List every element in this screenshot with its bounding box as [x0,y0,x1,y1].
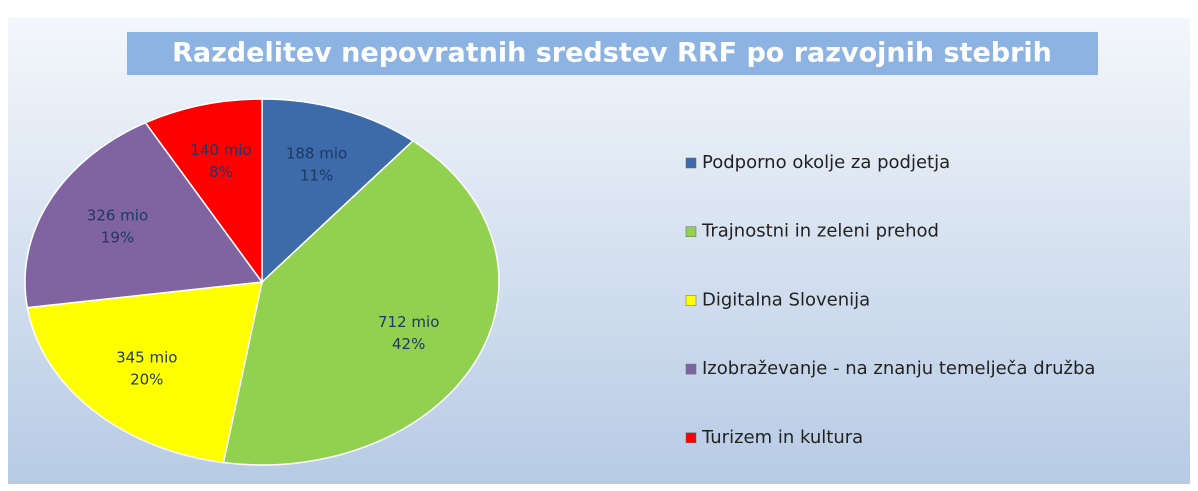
pie-slice [144,98,263,285]
percent-label: 42% [392,335,425,353]
legend-label: Turizem in kultura [701,427,863,448]
title-box [127,32,1098,75]
pie-slice [26,281,263,464]
pie-slice [24,121,264,309]
value-label: 140 mio [190,141,251,159]
pie-slice [222,139,500,466]
legend-swatch [685,226,697,237]
legend-label: Trajnostni in zeleni prehod [701,221,939,242]
percent-label: 19% [101,228,134,246]
percent-label: 20% [130,370,163,388]
legend-label: Izobraževanje - na znanju temelječa druž… [702,358,1095,379]
legend-label: Digitalna Slovenija [702,289,870,310]
value-label: 188 mio [286,144,347,162]
value-label: 712 mio [378,313,439,331]
value-label: 345 mio [116,348,177,366]
chart-title: Razdelitev nepovratnih sredstev RRF po r… [172,38,1052,69]
value-label: 326 mio [87,206,148,224]
legend-swatch [685,432,697,444]
pie-slice [261,98,415,284]
legend-swatch [685,363,697,375]
percent-label: 11% [300,166,333,184]
percent-label: 8% [209,163,233,181]
legend-label: Podporno okolje za podjetja [702,152,950,173]
legend-swatch [685,157,697,169]
legend-swatch [685,295,697,306]
